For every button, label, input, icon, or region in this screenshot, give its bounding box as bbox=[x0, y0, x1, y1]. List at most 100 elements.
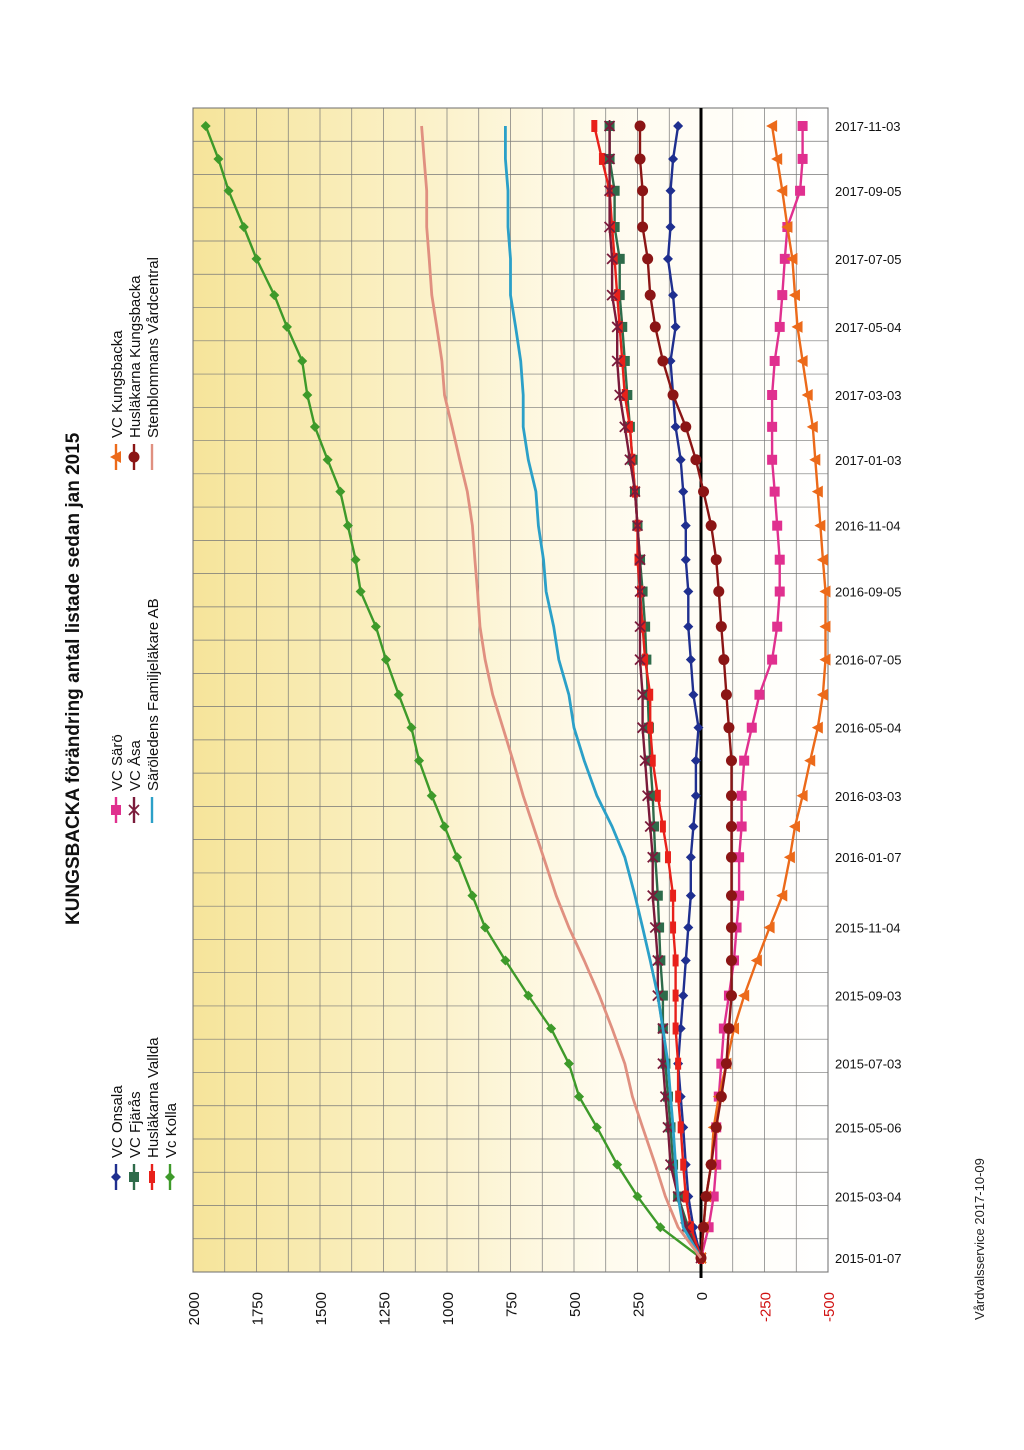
data-point bbox=[200, 121, 211, 131]
data-point bbox=[777, 290, 788, 301]
data-point bbox=[769, 486, 780, 497]
data-point bbox=[767, 454, 778, 465]
data-point bbox=[603, 152, 616, 165]
data-point bbox=[649, 821, 660, 832]
data-point bbox=[776, 889, 788, 902]
data-point bbox=[791, 320, 803, 333]
data-point bbox=[634, 553, 641, 566]
data-point bbox=[631, 519, 644, 532]
legend-entry: Stenblommans Vårdcentral bbox=[145, 257, 162, 470]
value-tick-label: 750 bbox=[504, 1292, 521, 1317]
data-point bbox=[297, 355, 308, 366]
data-point bbox=[647, 889, 659, 902]
data-point bbox=[710, 1121, 722, 1133]
data-point bbox=[500, 955, 511, 966]
data-point bbox=[736, 790, 747, 801]
data-point bbox=[797, 153, 808, 164]
legend-label: Vc Kolla bbox=[163, 1102, 180, 1158]
data-point bbox=[350, 554, 361, 565]
data-point bbox=[639, 754, 651, 767]
chart-title: KUNGSBACKA förändring antal listade seda… bbox=[63, 432, 84, 925]
footer-note: Vårdvalsservice 2017-10-09 bbox=[972, 1158, 987, 1320]
date-tick-label: 2017-05-04 bbox=[835, 320, 902, 335]
data-point bbox=[725, 990, 737, 1002]
data-point bbox=[675, 1090, 682, 1103]
data-point bbox=[767, 421, 778, 432]
data-point bbox=[819, 585, 831, 598]
data-point bbox=[804, 754, 816, 767]
data-point bbox=[664, 1158, 677, 1171]
data-point bbox=[626, 420, 633, 433]
data-point bbox=[629, 485, 641, 498]
data-point bbox=[725, 851, 737, 863]
data-point bbox=[771, 152, 783, 165]
data-point bbox=[774, 321, 785, 332]
data-point bbox=[693, 722, 704, 733]
legend-entry: VC Onsala bbox=[109, 1085, 126, 1190]
data-point bbox=[685, 852, 696, 863]
data-point bbox=[688, 821, 699, 832]
data-point bbox=[670, 321, 681, 332]
data-point bbox=[680, 421, 692, 433]
data-point bbox=[611, 354, 623, 367]
data-point bbox=[634, 585, 646, 598]
data-point bbox=[670, 889, 677, 902]
data-point bbox=[591, 120, 598, 132]
data-point bbox=[657, 355, 669, 367]
data-point bbox=[647, 688, 654, 701]
data-point bbox=[406, 722, 417, 733]
data-point bbox=[819, 653, 831, 666]
data-point bbox=[467, 890, 478, 901]
data-point bbox=[806, 420, 818, 433]
data-point bbox=[659, 820, 666, 833]
data-point bbox=[801, 389, 813, 402]
data-point bbox=[772, 621, 783, 632]
data-point bbox=[725, 821, 737, 833]
data-point bbox=[621, 389, 628, 402]
date-tick-label: 2017-07-05 bbox=[835, 252, 902, 267]
data-point bbox=[723, 722, 735, 734]
series-group bbox=[504, 126, 703, 1259]
data-point bbox=[223, 185, 234, 196]
data-point bbox=[213, 153, 224, 164]
legend: VC Onsala VC Fjärås Husläkarna Vallda Vc Ko… bbox=[109, 257, 180, 1190]
data-point bbox=[644, 289, 656, 301]
data-point bbox=[574, 1091, 585, 1102]
value-tick-label: 1750 bbox=[250, 1292, 267, 1325]
value-tick-label: -500 bbox=[821, 1292, 838, 1322]
data-point bbox=[649, 754, 656, 767]
data-point bbox=[636, 688, 649, 701]
data-point bbox=[302, 390, 313, 401]
data-point bbox=[111, 805, 121, 815]
data-point bbox=[788, 289, 800, 302]
data-point bbox=[309, 421, 320, 432]
data-point bbox=[634, 553, 646, 566]
data-point bbox=[624, 453, 636, 466]
data-point bbox=[683, 586, 694, 597]
data-point bbox=[685, 890, 696, 901]
data-point bbox=[795, 185, 806, 196]
date-tick-label: 2017-11-03 bbox=[835, 119, 901, 134]
data-point bbox=[426, 790, 437, 801]
legend-label: VC Åsa bbox=[127, 739, 144, 791]
data-point bbox=[710, 554, 722, 566]
data-point bbox=[639, 620, 646, 633]
legend-label: Säröledens Familjeläkare AB bbox=[145, 598, 162, 791]
data-point bbox=[797, 121, 808, 131]
data-point bbox=[335, 486, 346, 497]
data-point bbox=[165, 1172, 175, 1182]
data-point bbox=[652, 890, 663, 901]
data-point bbox=[650, 852, 661, 863]
data-point bbox=[452, 852, 463, 863]
data-point bbox=[680, 554, 691, 565]
data-point bbox=[606, 252, 618, 265]
data-point bbox=[606, 289, 618, 302]
data-point bbox=[672, 989, 679, 1002]
data-point bbox=[675, 1057, 682, 1070]
data-point bbox=[654, 789, 661, 802]
value-tick-label: 1000 bbox=[440, 1292, 457, 1325]
data-point bbox=[439, 821, 450, 832]
data-point bbox=[609, 185, 620, 196]
data-point bbox=[698, 1221, 710, 1233]
data-point bbox=[688, 689, 699, 700]
